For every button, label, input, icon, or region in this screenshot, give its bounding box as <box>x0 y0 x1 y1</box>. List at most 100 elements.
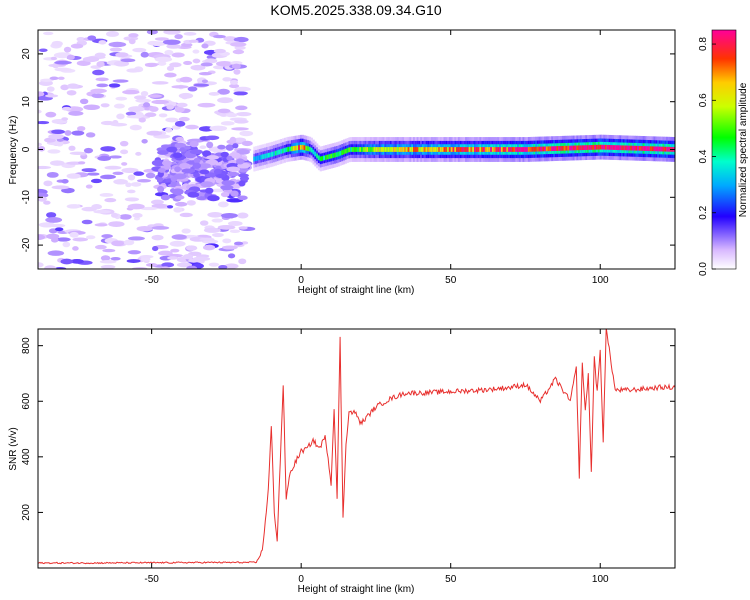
heatmap-noise-cell <box>91 204 103 210</box>
heatmap-noise-cell <box>111 212 119 218</box>
heatmap-signal-cell <box>606 144 610 150</box>
heatmap-band-cell <box>232 143 239 149</box>
heatmap-noise-cell <box>77 161 86 165</box>
heatmap-noise-cell <box>128 33 139 38</box>
heatmap-noise-cell <box>152 246 159 252</box>
heatmap-signal-cell <box>624 145 627 151</box>
heatmap-signal-cell <box>597 144 601 150</box>
heatmap-noise-cell <box>61 117 69 121</box>
heatmap-noise-cell <box>61 178 69 184</box>
heatmap-signal-cell <box>274 150 278 156</box>
heatmap-noise-cell <box>66 90 77 96</box>
heatmap-noise-cell <box>113 103 125 109</box>
heatmap-signal-cell <box>649 146 653 152</box>
heatmap-noise-cell <box>92 69 105 76</box>
heatmap-band-cell <box>207 195 220 202</box>
heatmap-signal-cell <box>508 147 511 152</box>
heatmap-signal-cell <box>445 147 448 152</box>
heatmap-signal-cell <box>461 147 464 152</box>
heatmap-noise-cell <box>76 60 91 66</box>
heatmap-noise-cell <box>166 104 175 110</box>
heatmap-noise-cell <box>126 115 144 119</box>
heatmap-signal-cell <box>592 144 595 150</box>
heatmap-signal-cell <box>387 147 391 152</box>
heatmap-noise-cell <box>81 168 97 173</box>
heatmap-signal-cell <box>576 145 579 151</box>
heatmap-signal-cell <box>285 147 288 153</box>
heatmap-signal-cell <box>454 147 457 152</box>
heatmap-signal-cell <box>587 145 590 150</box>
heatmap-noise-cell <box>147 94 163 98</box>
spectrogram-xtick-label: 0 <box>298 275 304 286</box>
heatmap-signal-cell <box>640 146 644 151</box>
heatmap-signal-cell <box>646 146 649 151</box>
heatmap-signal-cell <box>258 155 261 161</box>
heatmap-noise-cell <box>56 138 64 142</box>
snr-ytick-label: 200 <box>21 504 32 521</box>
heatmap-signal-cell <box>307 146 310 152</box>
heatmap-noise-cell <box>38 222 55 228</box>
heatmap-noise-cell <box>112 79 129 83</box>
heatmap-band-cell <box>199 169 210 175</box>
heatmap-signal-cell <box>369 147 373 152</box>
heatmap-signal-cell <box>513 147 516 152</box>
heatmap-noise-cell <box>71 130 85 136</box>
heatmap-signal-cell <box>335 152 339 157</box>
heatmap-signal-cell <box>278 149 281 155</box>
heatmap-signal-cell <box>628 145 631 151</box>
heatmap-noise-cell <box>222 238 232 244</box>
heatmap-signal-cell <box>561 145 565 151</box>
heatmap-signal-cell <box>450 147 453 152</box>
heatmap-noise-cell <box>109 47 123 52</box>
heatmap-noise-cell <box>54 60 72 65</box>
heatmap-noise-cell <box>125 111 137 116</box>
heatmap-signal-cell <box>326 154 330 160</box>
heatmap-noise-cell <box>192 49 200 54</box>
heatmap-band-cell <box>206 155 219 160</box>
heatmap-noise-cell <box>192 256 211 262</box>
heatmap-noise-cell <box>167 256 179 260</box>
heatmap-noise-cell <box>186 265 198 269</box>
heatmap-signal-cell <box>567 145 570 151</box>
snr-ytick-label: 600 <box>21 392 32 409</box>
heatmap-band-cell <box>181 168 196 174</box>
heatmap-noise-cell <box>102 248 116 253</box>
heatmap-noise-cell <box>199 145 207 149</box>
heatmap-signal-cell <box>547 146 550 152</box>
heatmap-noise-cell <box>161 262 175 268</box>
heatmap-noise-cell <box>233 69 241 75</box>
heatmap-signal-cell <box>375 147 378 152</box>
heatmap-signal-cell <box>348 147 351 153</box>
heatmap-band-cell <box>205 187 214 194</box>
heatmap-signal-cell <box>524 147 527 152</box>
heatmap-noise-cell <box>163 30 181 35</box>
heatmap-noise-cell <box>43 200 51 205</box>
heatmap-signal-cell <box>533 146 536 152</box>
heatmap-band-cell <box>160 194 171 201</box>
heatmap-band-cell <box>238 180 246 187</box>
heatmap-noise-cell <box>51 40 63 47</box>
heatmap-signal-cell <box>538 146 541 152</box>
heatmap-noise-cell <box>171 52 185 58</box>
heatmap-band-cell <box>217 144 226 150</box>
heatmap-signal-cell <box>658 146 662 152</box>
heatmap-signal-cell <box>569 145 572 151</box>
heatmap-noise-cell <box>122 89 140 95</box>
heatmap-band-cell <box>184 145 191 150</box>
heatmap-band-cell <box>225 144 234 151</box>
heatmap-noise-cell <box>146 30 158 35</box>
snr-xlabel: Height of straight line (km) <box>298 584 415 595</box>
heatmap-noise-cell <box>234 45 246 50</box>
heatmap-noise-cell <box>125 182 132 188</box>
colorbar-ticks: 0.0 0.2 0.4 0.6 0.8 <box>698 37 716 276</box>
heatmap-noise-cell <box>100 146 116 152</box>
heatmap-signal-cell <box>396 147 400 152</box>
heatmap-noise-cell <box>211 218 224 223</box>
heatmap-signal-cell <box>509 147 513 152</box>
heatmap-signal-cell <box>441 147 444 152</box>
heatmap-signal-cell <box>334 152 337 158</box>
heatmap-signal-cell <box>420 147 423 152</box>
snr-ytick-label: 400 <box>21 448 32 465</box>
heatmap-signal-cell <box>262 154 265 160</box>
heatmap-band-cell <box>226 166 241 172</box>
